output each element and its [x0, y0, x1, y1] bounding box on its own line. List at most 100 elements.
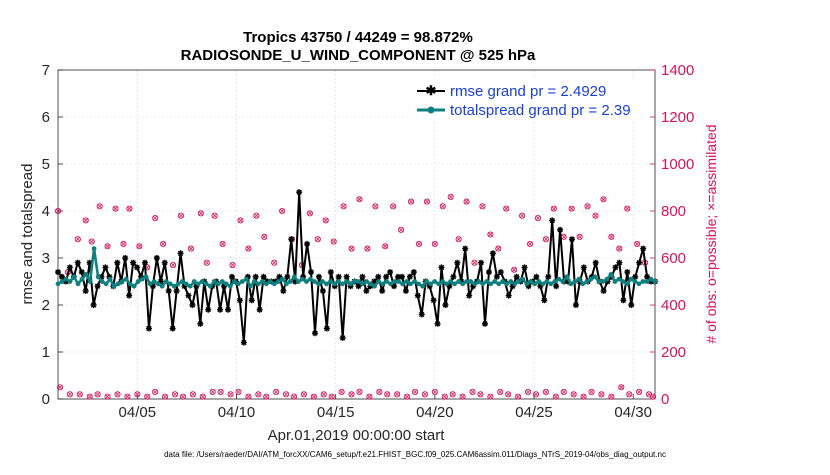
y-tick-label: 4	[42, 203, 50, 220]
obs-assimilated-marker	[376, 389, 382, 395]
obs-assimilated-marker	[585, 203, 591, 209]
obs-possible-marker	[503, 205, 510, 212]
obs-possible-marker	[511, 266, 518, 273]
spread-point	[496, 281, 502, 287]
obs-possible-marker	[576, 233, 583, 240]
obs-assimilated-marker	[543, 236, 549, 242]
spread-point	[151, 279, 157, 284]
rmse-point	[248, 297, 255, 304]
spread-point	[424, 279, 430, 284]
spread-point	[572, 279, 578, 284]
spread-point	[352, 279, 357, 284]
spread-point	[492, 279, 498, 284]
rmse-point	[462, 245, 469, 252]
obs-possible-marker	[515, 393, 522, 400]
spread-point	[316, 281, 321, 287]
obs-assimilated-marker	[424, 199, 430, 205]
spread-point	[596, 279, 602, 284]
obs-possible-marker	[469, 388, 476, 396]
spread-point	[75, 281, 81, 287]
obs-assimilated-marker	[124, 394, 130, 400]
obs-assimilated-marker	[618, 384, 624, 390]
spread-point	[600, 279, 606, 284]
obs-possible-marker	[261, 233, 268, 240]
obs-possible-marker	[356, 388, 363, 396]
rmse-point	[478, 259, 485, 266]
spread-point	[512, 281, 518, 287]
obs-assimilated-marker	[237, 217, 243, 223]
spread-point	[239, 279, 245, 284]
obs-assimilated-marker	[204, 260, 210, 266]
obs-possible-marker	[152, 388, 159, 396]
spread-point	[652, 279, 658, 284]
rmse-point	[82, 287, 89, 294]
spread-point	[87, 279, 93, 284]
spread-point	[576, 276, 582, 282]
spread-point	[231, 279, 237, 284]
obs-possible-marker	[542, 388, 549, 396]
spread-point	[476, 279, 482, 284]
obs-possible-marker	[160, 240, 167, 247]
rmse-point	[181, 283, 188, 290]
obs-possible-marker	[112, 205, 119, 212]
obs-assimilated-marker	[440, 203, 446, 209]
obs-assimilated-marker	[533, 391, 539, 397]
y-right-tick-label: 400	[661, 297, 686, 314]
spread-point	[103, 281, 109, 287]
rmse-point	[157, 278, 164, 285]
rmse-point	[193, 283, 200, 290]
obs-assimilated-marker	[422, 391, 428, 397]
rmse-point	[78, 269, 85, 276]
obs-possible-marker	[526, 240, 534, 247]
spread-point	[287, 279, 293, 284]
obs-assimilated-marker	[382, 243, 388, 249]
obs-possible-marker	[471, 259, 478, 266]
spread-point	[167, 281, 173, 287]
obs-possible-marker	[211, 212, 218, 219]
spread-point	[320, 279, 325, 284]
spread-point	[456, 279, 462, 284]
rmse-point	[185, 292, 192, 299]
rmse-point	[138, 273, 145, 280]
obs-assimilated-marker	[126, 206, 132, 212]
obs-possible-marker	[431, 388, 438, 396]
obs-possible-marker	[273, 388, 280, 396]
obs-assimilated-marker	[356, 389, 362, 395]
obs-assimilated-marker	[57, 384, 63, 390]
spread-point	[255, 281, 261, 287]
obs-possible-marker	[487, 231, 494, 238]
spread-point	[404, 279, 409, 284]
spread-point	[187, 283, 193, 289]
obs-assimilated-marker	[442, 394, 448, 400]
obs-possible-marker	[136, 243, 143, 250]
spread-point	[215, 281, 221, 287]
spread-point	[324, 281, 329, 287]
rmse-point	[98, 273, 105, 280]
obs-assimilated-marker	[535, 215, 541, 221]
spread-point	[420, 283, 426, 289]
spread-point	[259, 279, 265, 284]
spread-point	[540, 281, 546, 287]
spread-point	[191, 279, 197, 284]
obs-assimilated-marker	[97, 203, 103, 209]
y-right-tick-label: 1200	[661, 109, 694, 126]
spread-point	[139, 276, 145, 282]
obs-assimilated-marker	[212, 213, 218, 219]
x-tick-label: 04/15	[317, 404, 355, 421]
rmse-point	[438, 264, 445, 271]
rmse-point	[153, 255, 160, 261]
rmse-point	[513, 273, 520, 280]
rmse-point	[145, 325, 152, 332]
spread-point	[55, 281, 61, 287]
obs-assimilated-marker	[115, 391, 120, 397]
spread-point	[484, 279, 490, 284]
obs-assimilated-marker	[162, 394, 168, 400]
obs-assimilated-marker	[525, 389, 531, 395]
obs-possible-marker	[279, 207, 286, 215]
obs-possible-marker	[245, 245, 252, 252]
y-axis-label-right: # of obs: o=possible; ×=assimilated	[703, 124, 719, 343]
obs-possible-marker	[306, 210, 313, 217]
obs-possible-marker	[300, 391, 307, 398]
x-tick-label: 04/20	[416, 404, 454, 421]
obs-possible-marker	[616, 245, 623, 252]
